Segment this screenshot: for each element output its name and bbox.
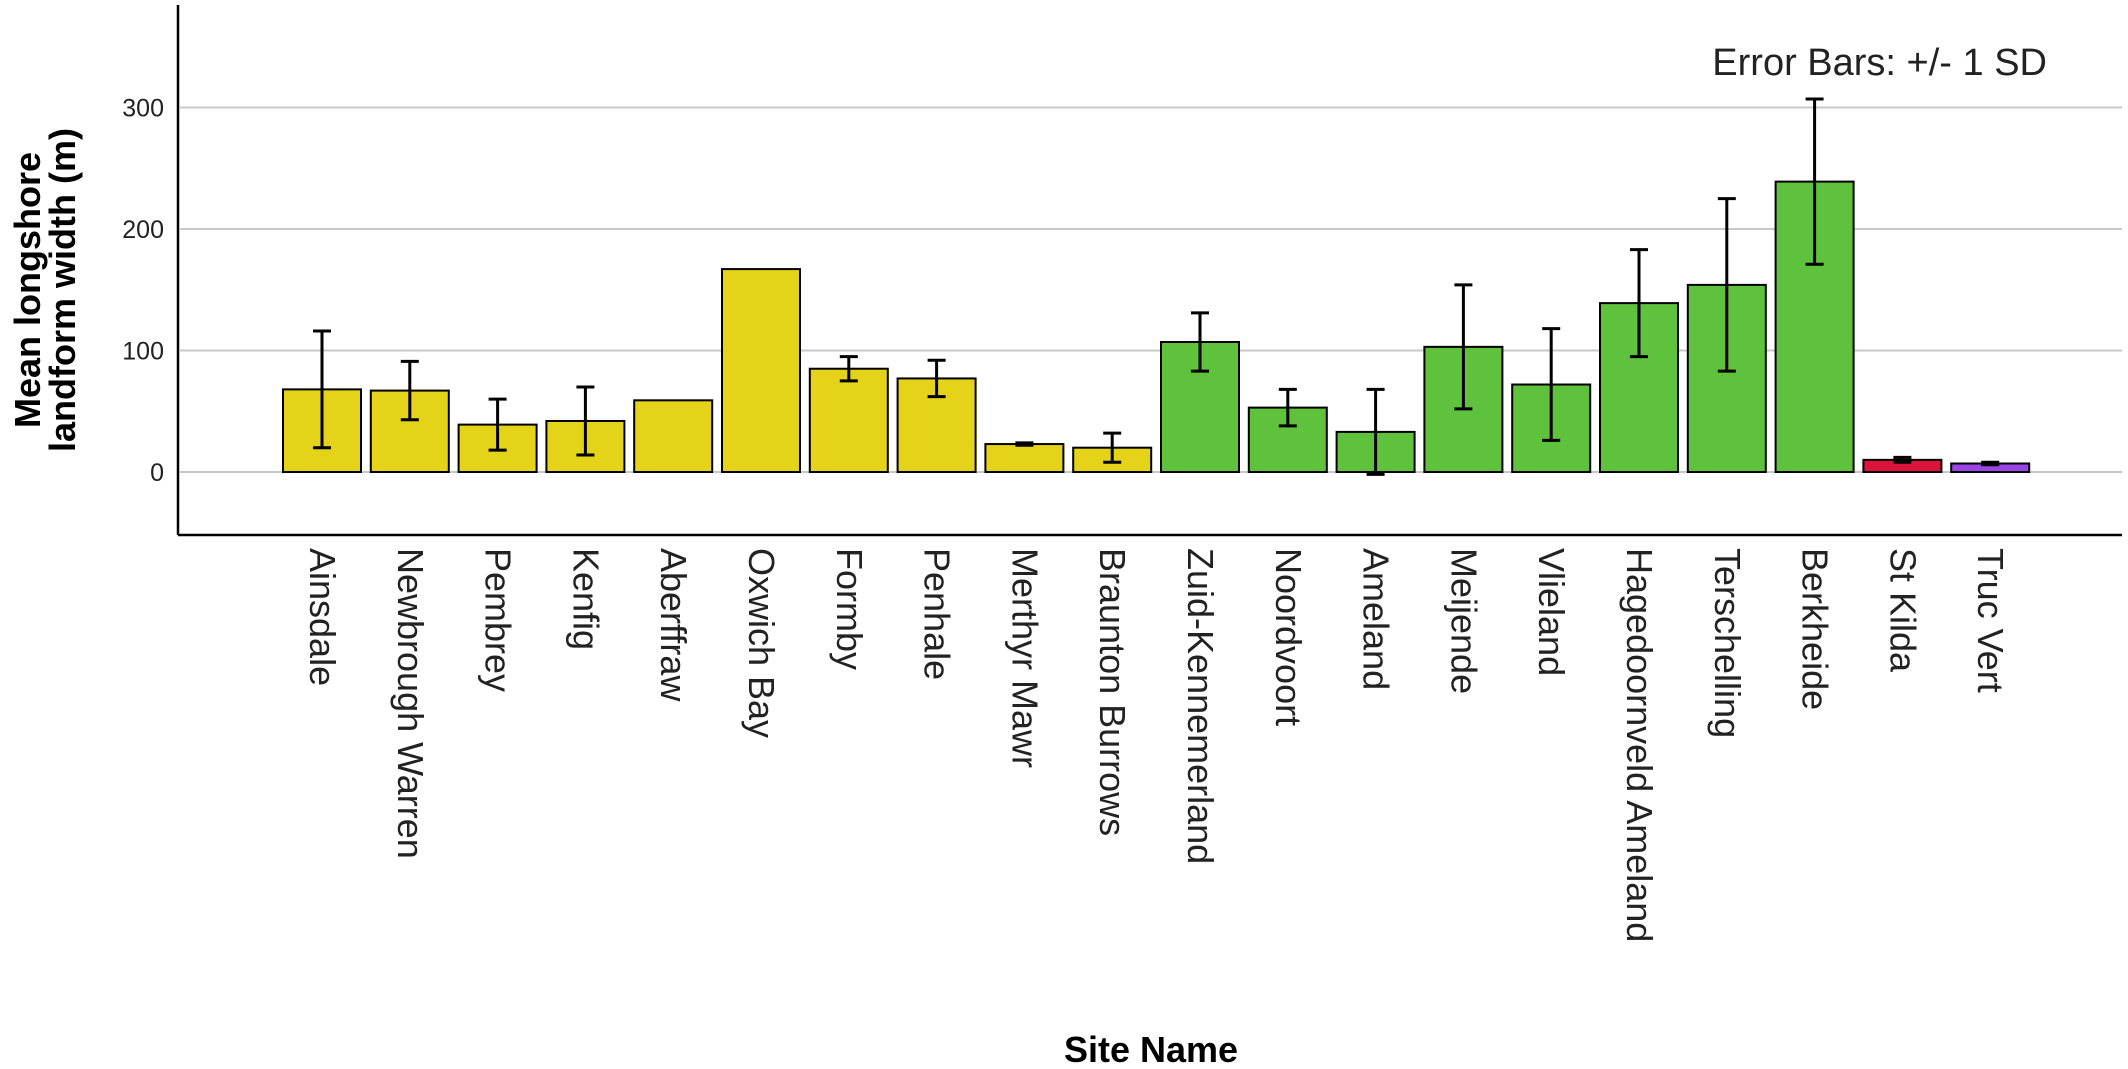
axes — [176, 5, 2122, 537]
x-tick-label: Braunton Burrows — [1092, 548, 1133, 836]
error-bar — [1805, 97, 1824, 266]
y-tick-label: 0 — [150, 459, 164, 487]
error-bar — [1191, 311, 1209, 373]
x-tick-label: Terschelling — [1707, 548, 1748, 738]
x-tick-label: Oxwich Bay — [741, 548, 782, 738]
error-bar — [1103, 431, 1122, 464]
error-bar — [1278, 387, 1297, 428]
x-tick-label: Newbrough Warren — [390, 548, 431, 859]
y-tick-label: 300 — [122, 95, 164, 123]
x-tick-label: Truc Vert — [1970, 548, 2011, 693]
error-bar — [927, 358, 946, 399]
y-tick-label: 100 — [122, 338, 164, 366]
error-bar — [576, 385, 595, 457]
bar — [633, 399, 714, 473]
bar — [808, 367, 889, 474]
bar — [896, 377, 977, 474]
x-tick-label: Zuid-Kennemerland — [1180, 548, 1221, 864]
x-tick-label: Ameland — [1356, 548, 1397, 690]
error-bar — [1717, 197, 1736, 373]
x-tick-label: Vlieland — [1531, 548, 1572, 676]
x-tick-label: Ainsdale — [302, 548, 343, 686]
bar — [721, 268, 801, 473]
error-bar — [1366, 387, 1385, 476]
x-tick-label: Kenfig — [565, 548, 606, 650]
error-bar — [1542, 327, 1561, 442]
x-tick-label: Penhale — [917, 548, 958, 680]
error-bar — [400, 359, 419, 422]
y-axis-title-line-1: Mean longshore — [7, 152, 48, 428]
y-tick-label: 200 — [122, 216, 164, 244]
error-bar — [1981, 460, 2000, 467]
bar — [984, 443, 1065, 473]
x-axis-title: Site Name — [1064, 1029, 1238, 1069]
x-tick-label: Noordvoort — [1268, 548, 1309, 726]
error-bar — [839, 355, 858, 383]
error-bar — [1454, 283, 1473, 411]
x-tick-label: Formby — [829, 548, 870, 670]
y-tick-labels: 0 100 200 300 — [122, 95, 164, 488]
error-bars-group — [313, 97, 2000, 476]
error-bar — [1893, 455, 1912, 464]
x-tick-label: Aberffraw — [653, 548, 694, 702]
x-tick-label: Berkheide — [1795, 548, 1836, 710]
x-tick-label: Hagedoornveld Ameland — [1619, 548, 1660, 942]
bars-group — [282, 180, 2031, 474]
error-bar — [1015, 441, 1034, 447]
error-bar — [313, 329, 331, 450]
error-bars-note: Error Bars: +/- 1 SD — [1712, 42, 2047, 84]
x-tick-labels: Ainsdale Newbrough Warren Pembrey Kenfig Abe… — [302, 548, 2011, 942]
error-bar — [488, 397, 507, 452]
x-tick-label: Meijende — [1443, 548, 1484, 694]
error-bar — [1630, 248, 1648, 359]
x-tick-label: Merthyr Mawr — [1004, 548, 1045, 768]
x-tick-label: St Kilda — [1882, 548, 1923, 673]
y-axis-title-line-2: landform width (m) — [42, 128, 83, 452]
x-tick-label: Pembrey — [478, 548, 519, 692]
